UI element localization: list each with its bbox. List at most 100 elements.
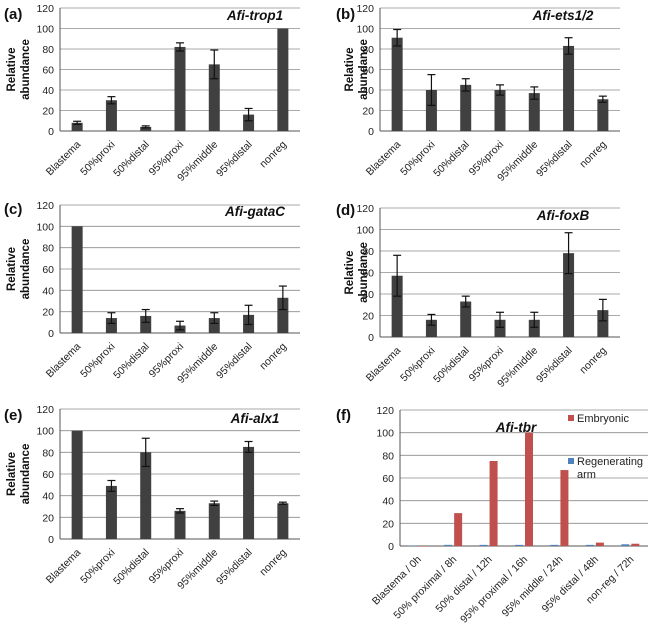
y-axis-label: Relative abundance <box>344 39 370 100</box>
bar <box>550 544 559 546</box>
chart-title: Afi-ets1/2 <box>532 8 594 23</box>
y-tick-label: 80 <box>362 44 374 56</box>
bar <box>621 544 630 546</box>
y-tick-label: 100 <box>36 24 54 36</box>
y-tick-label: 20 <box>382 518 394 530</box>
y-tick-label: 100 <box>36 426 54 438</box>
panel-label: (c) <box>4 201 22 218</box>
y-tick-label: 60 <box>362 268 374 280</box>
chart-panel-2: (b)020406080100120Blastema50%proxi50%dis… <box>336 3 620 184</box>
y-axis-label: Relative abundance <box>6 444 32 505</box>
x-category-label: 95%distal <box>534 345 575 386</box>
bar <box>560 470 569 546</box>
bar <box>597 99 609 131</box>
y-tick-label: 60 <box>42 264 54 276</box>
y-tick-label: 20 <box>42 106 54 118</box>
bar <box>71 430 83 539</box>
legend-label: Embryonic <box>577 413 629 425</box>
panel-label: (a) <box>4 6 22 23</box>
bar <box>444 544 453 546</box>
y-axis-label-line: Relative <box>344 47 356 91</box>
bar <box>528 319 540 337</box>
y-tick-label: 80 <box>382 450 394 462</box>
x-category-label: 50%distal <box>111 341 152 382</box>
y-axis-label-line: Relative <box>344 250 356 294</box>
y-axis-label: Relative abundance <box>6 239 32 300</box>
chart-title: Afi-tbr <box>495 420 537 435</box>
y-tick-label: 100 <box>356 24 374 36</box>
bar <box>208 64 220 131</box>
y-tick-label: 80 <box>362 246 374 258</box>
bar <box>528 93 540 131</box>
bar <box>479 544 488 546</box>
y-tick-label: 120 <box>356 3 374 15</box>
y-tick-label: 80 <box>42 243 54 255</box>
bar <box>71 122 83 131</box>
x-category-label: 95%distal <box>534 139 575 180</box>
y-axis-label-line: abundance <box>358 242 370 303</box>
bar <box>391 275 403 337</box>
x-category-label: Blastema <box>44 139 84 179</box>
x-category-label: Blastema <box>364 345 404 385</box>
chart-panel-5: (e)020406080100120Blastema50%proxi50%dis… <box>4 404 300 592</box>
y-tick-label: 40 <box>382 496 394 508</box>
bar <box>585 544 594 546</box>
bar <box>454 513 463 546</box>
y-tick-label: 20 <box>42 307 54 319</box>
panel-label: (f) <box>336 407 351 424</box>
panel-label: (e) <box>4 407 22 424</box>
bar <box>277 503 289 539</box>
bar <box>140 452 152 539</box>
y-tick-label: 40 <box>42 285 54 297</box>
y-tick-label: 60 <box>42 469 54 481</box>
x-category-label: 50%distal <box>431 345 472 386</box>
y-tick-label: 60 <box>362 65 374 77</box>
bar <box>597 310 609 337</box>
y-tick-label: 0 <box>48 328 54 340</box>
chart-title: Afi-trop1 <box>226 8 283 23</box>
bar <box>425 90 437 131</box>
y-tick-label: 0 <box>368 126 374 138</box>
bar <box>277 297 289 333</box>
bar <box>408 545 417 547</box>
y-tick-label: 120 <box>376 405 394 417</box>
bar <box>595 542 604 546</box>
x-category-label: Blastema <box>364 139 404 179</box>
x-category-label: nonreg <box>577 139 609 171</box>
legend-label: Regenerating arm <box>577 456 643 481</box>
x-category-label: 50%distal <box>111 547 152 588</box>
chart-panel-1: (a)020406080100120Blastema50%proxi50%dis… <box>4 3 300 184</box>
y-tick-label: 120 <box>356 203 374 215</box>
bar <box>243 114 255 131</box>
panel-label: (b) <box>336 6 355 23</box>
chart-title: Afi-foxB <box>536 208 590 223</box>
bar <box>563 45 575 131</box>
legend-label-line: Regenerating <box>577 456 643 468</box>
y-tick-label: 80 <box>42 447 54 459</box>
x-category-label: 95% middle / 24h <box>500 554 566 620</box>
bar <box>208 318 220 333</box>
x-category-label: 50% proximal / 8h <box>391 554 459 622</box>
bar <box>174 46 186 132</box>
bar <box>140 126 152 131</box>
bar <box>140 315 152 333</box>
bar <box>515 544 523 546</box>
y-axis-label-line: abundance <box>358 39 370 100</box>
y-tick-label: 0 <box>48 534 54 546</box>
y-tick-label: 40 <box>362 289 374 301</box>
y-tick-label: 120 <box>36 404 54 416</box>
y-tick-label: 0 <box>388 541 394 553</box>
y-axis-label-line: Relative <box>6 247 18 291</box>
bar <box>494 319 506 337</box>
bar <box>460 84 472 131</box>
chart-panel-4: (d)020406080100120Blastema50%proxi50%dis… <box>336 202 620 390</box>
legend-swatch <box>568 458 574 464</box>
y-tick-label: 40 <box>42 491 54 503</box>
y-tick-label: 100 <box>356 225 374 237</box>
chart-panel-3: (c)020406080100120Blastema50%proxi50%dis… <box>4 200 300 386</box>
y-tick-label: 120 <box>36 200 54 212</box>
y-tick-label: 20 <box>362 106 374 118</box>
y-tick-label: 60 <box>42 65 54 77</box>
x-category-label: nonreg <box>257 139 289 171</box>
